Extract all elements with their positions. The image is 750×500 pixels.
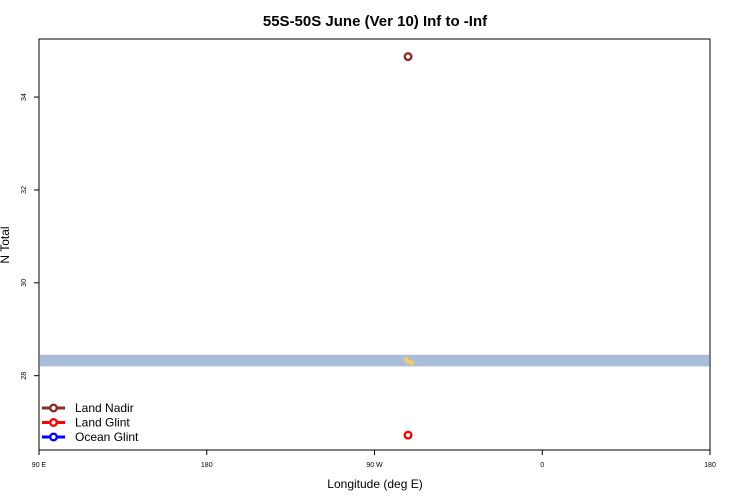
x-tick-label-4: 180	[704, 462, 716, 469]
legend-marker-land-nadir	[49, 403, 59, 413]
legend-label-land-nadir: Land Nadir	[75, 401, 134, 415]
x-axis-title: Longitude (deg E)	[327, 477, 422, 491]
y-tick-label-0: 28	[21, 372, 28, 380]
y-tick-label-2: 32	[21, 186, 28, 194]
legend-marker-ocean-glint	[49, 432, 59, 442]
y-tick-label-3: 34	[21, 93, 28, 101]
x-tick-label-3: 0	[540, 462, 544, 469]
x-tick-label-1: 180	[201, 462, 213, 469]
chart-title: 55S-50S June (Ver 10) Inf to -Inf	[263, 13, 488, 30]
legend-label-ocean-glint: Ocean Glint	[75, 430, 139, 444]
legend-label-land-glint: Land Glint	[75, 416, 130, 430]
y-tick-label-1: 30	[21, 279, 28, 287]
point-land-nadir-0	[403, 52, 413, 62]
data-band	[40, 354, 709, 367]
y-axis-title: N Total	[0, 226, 12, 263]
point-land-glint-0	[403, 430, 413, 440]
band-highlight-2	[409, 360, 415, 366]
y-axis: 28 30 32 34	[21, 93, 39, 380]
x-tick-label-2: 90 W	[366, 462, 383, 469]
x-axis: 90 E 180 90 W 0 180	[32, 450, 716, 469]
plot-frame	[38, 38, 711, 451]
data-points	[403, 52, 413, 440]
legend-marker-land-glint	[49, 418, 59, 428]
band-highlights	[403, 356, 415, 366]
x-tick-label-0: 90 E	[32, 462, 47, 469]
